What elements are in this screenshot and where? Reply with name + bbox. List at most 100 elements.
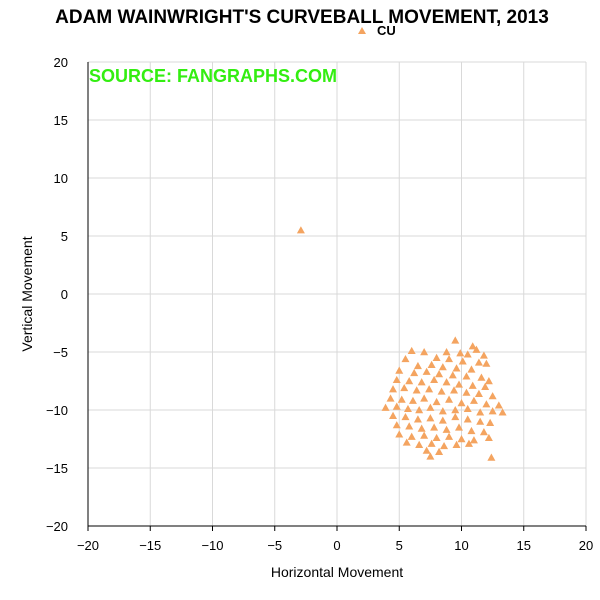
x-tick-label: −10 <box>201 538 223 553</box>
data-point <box>438 416 447 424</box>
data-point <box>482 400 491 408</box>
data-point <box>468 381 477 389</box>
data-point <box>296 226 305 234</box>
x-tick-labels: −20 −15 −10 −5 0 5 10 15 20 <box>77 538 593 553</box>
data-point <box>426 452 435 460</box>
data-point <box>400 383 409 392</box>
data-point <box>403 404 412 413</box>
data-points <box>296 226 507 461</box>
x-axis-label: Horizontal Movement <box>271 564 403 580</box>
data-point <box>445 395 454 403</box>
data-point <box>479 428 488 436</box>
grid <box>87 61 587 527</box>
y-tick-label: −10 <box>46 403 68 418</box>
data-point <box>487 453 496 461</box>
data-point <box>488 407 497 415</box>
data-point <box>474 358 483 366</box>
data-point <box>484 377 493 385</box>
data-point <box>458 357 467 365</box>
legend-label-cu: CU <box>377 23 396 38</box>
data-point <box>405 377 414 385</box>
data-point <box>476 417 485 425</box>
data-point <box>422 367 431 375</box>
data-point <box>432 353 441 361</box>
x-tick-label: −20 <box>77 538 99 553</box>
data-point <box>455 380 464 388</box>
data-point <box>450 386 459 394</box>
data-point <box>405 422 414 430</box>
data-point <box>463 404 472 413</box>
data-point <box>464 439 473 447</box>
data-point <box>381 403 390 411</box>
data-point <box>442 348 451 356</box>
data-point <box>426 403 435 411</box>
data-point <box>425 385 434 393</box>
y-tick-label: −5 <box>53 345 68 360</box>
data-point <box>430 375 439 384</box>
data-point <box>445 432 454 440</box>
legend[interactable]: CU <box>358 23 396 38</box>
data-point <box>392 421 401 429</box>
data-point <box>389 411 398 419</box>
data-point <box>438 407 447 415</box>
data-point <box>392 402 401 410</box>
data-point <box>457 399 466 407</box>
data-point <box>412 386 421 394</box>
data-point <box>469 436 478 444</box>
data-point <box>476 408 485 416</box>
data-point <box>498 408 507 416</box>
data-point <box>451 406 460 414</box>
data-point <box>420 431 429 439</box>
data-point <box>463 350 472 358</box>
data-point <box>386 394 395 402</box>
data-point <box>494 401 503 409</box>
y-tick-label: −20 <box>46 519 68 534</box>
data-point <box>395 366 404 374</box>
data-point <box>402 438 411 446</box>
y-tick-label: 5 <box>61 229 68 244</box>
data-point <box>456 349 465 357</box>
data-point <box>451 412 460 421</box>
data-point <box>401 354 410 363</box>
data-point <box>410 368 419 377</box>
data-point <box>467 426 476 435</box>
data-point <box>432 397 441 406</box>
data-point <box>417 378 426 386</box>
data-point <box>462 388 471 396</box>
data-point <box>435 370 444 378</box>
data-point <box>451 336 460 344</box>
data-point <box>397 395 406 403</box>
data-point <box>448 371 457 379</box>
data-point <box>413 415 422 423</box>
legend-marker-triangle <box>358 27 366 34</box>
y-tick-labels: −20 −15 −10 −5 0 5 10 15 20 <box>46 55 68 534</box>
data-point <box>482 359 491 367</box>
data-point <box>395 430 404 438</box>
source-watermark: SOURCE: FANGRAPHS.COM <box>89 66 337 86</box>
data-point <box>477 373 486 381</box>
data-point <box>445 354 454 363</box>
chart-title: ADAM WAINWRIGHT'S CURVEBALL MOVEMENT, 20… <box>55 7 549 28</box>
x-tick-label: 15 <box>517 538 531 553</box>
y-tick-label: −15 <box>46 461 68 476</box>
data-point <box>417 424 426 432</box>
data-point <box>426 414 435 422</box>
data-point <box>420 394 429 402</box>
data-point <box>432 433 441 442</box>
x-tick-label: 5 <box>396 538 403 553</box>
data-point <box>392 375 401 384</box>
y-axis-label: Vertical Movement <box>19 236 35 351</box>
y-tick-label: 0 <box>61 287 68 302</box>
data-point <box>462 372 471 380</box>
x-tick-label: 10 <box>454 538 468 553</box>
data-point <box>469 396 478 404</box>
data-point <box>427 439 436 447</box>
data-point <box>427 360 436 368</box>
data-point <box>407 346 416 355</box>
data-point <box>422 446 431 454</box>
y-tick-label: 15 <box>54 113 68 128</box>
data-point <box>430 423 439 431</box>
data-point <box>408 396 417 404</box>
data-point <box>407 432 416 440</box>
